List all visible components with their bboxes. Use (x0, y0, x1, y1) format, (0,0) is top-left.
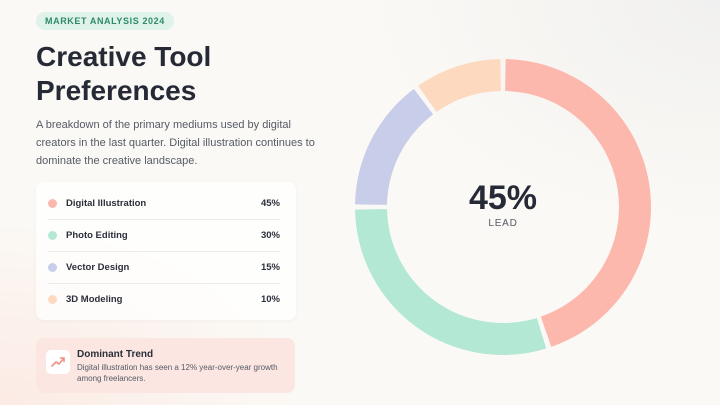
legend-label: Photo Editing (66, 229, 128, 241)
legend-value: 30% (260, 229, 280, 241)
trend-title: Dominant Trend (77, 349, 154, 360)
legend-divider (48, 219, 280, 220)
donut-center-value: 45% (468, 179, 538, 217)
legend-row-vector-design: Vector Design 15% (48, 251, 280, 283)
legend-value: 10% (260, 293, 280, 305)
trend-up-icon (46, 350, 70, 374)
title-line-1: Creative Tool (36, 41, 212, 72)
legend-divider (48, 283, 280, 284)
legend-label: Vector Design (66, 261, 130, 273)
legend-row-3d-modeling: 3D Modeling 10% (48, 283, 280, 315)
legend-dot (48, 262, 57, 272)
legend-divider (48, 251, 280, 252)
legend-row-photo-editing: Photo Editing 30% (48, 219, 280, 251)
legend-dot (48, 230, 57, 240)
donut-slice-3d-modeling (418, 59, 501, 112)
legend-label: 3D Modeling (66, 293, 123, 305)
legend-dot (48, 198, 57, 208)
report-badge: MARKET ANALYSIS 2024 (36, 12, 174, 30)
legend-card: Digital Illustration 45% Photo Editing 3… (36, 182, 296, 320)
legend-row-digital-illustration: Digital Illustration 45% (48, 187, 280, 219)
donut-slice-vector-design (355, 88, 434, 205)
title-line-2: Preferences (36, 75, 197, 106)
donut-chart (355, 59, 651, 355)
legend-dot (48, 294, 57, 304)
legend-label: Digital Illustration (66, 197, 147, 209)
donut-center-label: LEAD (488, 218, 518, 229)
page-description: A breakdown of the primary mediums used … (36, 119, 315, 167)
legend-value: 15% (260, 261, 280, 273)
trend-card: Dominant Trend Digital illustration has … (36, 338, 295, 393)
donut-slice-photo-editing (355, 209, 547, 355)
legend-value: 45% (260, 197, 280, 209)
donut-slice-digital-illustration (505, 59, 651, 347)
page-title: Creative Tool Preferences (36, 40, 336, 108)
trend-text: Digital illustration has seen a 12% year… (77, 363, 278, 383)
